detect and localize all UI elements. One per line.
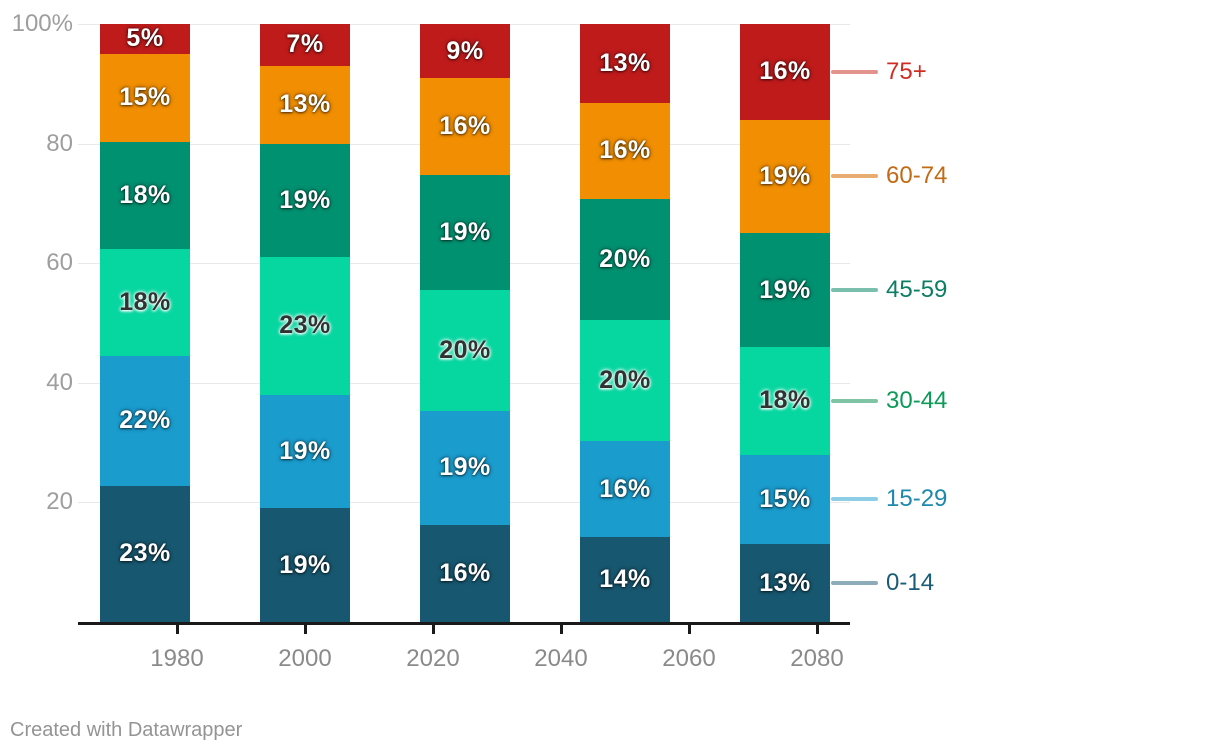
- segment-value-label: 18%: [759, 386, 811, 415]
- bar-3-segment-0-14[interactable]: 16%: [420, 525, 510, 622]
- segment-value-label: 19%: [279, 550, 331, 579]
- bar-5-segment-60-74[interactable]: 19%: [740, 119, 830, 234]
- segment-value-label: 9%: [446, 36, 484, 65]
- x-tick-label-2000: 2000: [278, 645, 332, 672]
- bar-2-segment-60-74[interactable]: 13%: [260, 65, 350, 144]
- segment-value-label: 23%: [119, 539, 171, 568]
- legend-label-45-59: 45-59: [886, 276, 948, 304]
- segment-value-label: 19%: [439, 217, 491, 246]
- legend-label-15-29: 15-29: [886, 485, 948, 513]
- segment-value-label: 5%: [126, 24, 164, 53]
- bar-3-segment-75+[interactable]: 9%: [420, 24, 510, 79]
- x-tick-label-2060: 2060: [662, 645, 716, 672]
- legend-label-30-44: 30-44: [886, 386, 948, 414]
- bar-2-segment-0-14[interactable]: 19%: [260, 508, 350, 622]
- bar-5-segment-45-59[interactable]: 19%: [740, 233, 830, 347]
- segment-value-label: 16%: [439, 112, 491, 141]
- bar-5-segment-0-14[interactable]: 13%: [740, 544, 830, 622]
- bar-1-segment-75+[interactable]: 5%: [100, 24, 190, 54]
- segment-value-label: 18%: [119, 181, 171, 210]
- x-tick-mark-2080: [816, 625, 819, 634]
- legend-line-30-44: [831, 398, 878, 403]
- bar-3-segment-45-59[interactable]: 19%: [420, 175, 510, 290]
- bar-2-segment-30-44[interactable]: 23%: [260, 257, 350, 395]
- legend-line-0-14: [831, 581, 878, 586]
- x-tick-label-1980: 1980: [150, 645, 204, 672]
- bar-column-4: 13% 16% 20% 20% 16% 14%: [580, 24, 670, 622]
- segment-value-label: 16%: [599, 474, 651, 503]
- segment-value-label: 13%: [599, 48, 651, 77]
- segment-value-label: 23%: [279, 311, 331, 340]
- legend-line-75+: [831, 69, 878, 74]
- datawrapper-credit-link[interactable]: Created with Datawrapper: [10, 719, 243, 741]
- bar-column-5: 16% 19% 19% 18% 15% 13%: [740, 24, 830, 622]
- y-tick-label-100: 100%: [11, 10, 73, 37]
- y-tick-label-20: 20: [46, 488, 73, 516]
- legend-label-60-74: 60-74: [886, 162, 948, 190]
- x-tick-label-2040: 2040: [534, 645, 588, 672]
- x-tick-mark-2020: [432, 625, 435, 634]
- bar-2-segment-75+[interactable]: 7%: [260, 24, 350, 66]
- bar-1-segment-60-74[interactable]: 15%: [100, 53, 190, 143]
- bar-5-segment-15-29[interactable]: 15%: [740, 454, 830, 545]
- x-tick-mark-2040: [560, 625, 563, 634]
- bar-4-segment-15-29[interactable]: 16%: [580, 440, 670, 538]
- bar-1-segment-0-14[interactable]: 23%: [100, 485, 190, 622]
- bar-4-segment-60-74[interactable]: 16%: [580, 102, 670, 200]
- x-tick-mark-2000: [304, 625, 307, 634]
- segment-value-label: 19%: [439, 453, 491, 482]
- y-tick-label-40: 40: [46, 368, 73, 396]
- bar-3-segment-15-29[interactable]: 19%: [420, 410, 510, 526]
- segment-value-label: 20%: [599, 245, 651, 274]
- segment-value-label: 20%: [439, 335, 491, 364]
- bar-4-segment-75+[interactable]: 13%: [580, 24, 670, 103]
- segment-value-label: 19%: [279, 185, 331, 214]
- segment-value-label: 19%: [759, 275, 811, 304]
- bar-3-segment-60-74[interactable]: 16%: [420, 78, 510, 175]
- x-tick-mark-2060: [688, 625, 691, 634]
- bar-2-segment-45-59[interactable]: 19%: [260, 143, 350, 258]
- segment-value-label: 19%: [759, 161, 811, 190]
- x-tick-mark-1980: [176, 625, 179, 634]
- bar-4-segment-30-44[interactable]: 20%: [580, 319, 670, 441]
- x-axis-line: [78, 622, 850, 625]
- bar-5-segment-75+[interactable]: 16%: [740, 24, 830, 120]
- segment-value-label: 13%: [279, 90, 331, 119]
- bar-5-segment-30-44[interactable]: 18%: [740, 346, 830, 455]
- segment-value-label: 20%: [599, 365, 651, 394]
- legend-label-75+: 75+: [886, 57, 927, 85]
- bar-2-segment-15-29[interactable]: 19%: [260, 394, 350, 509]
- segment-value-label: 7%: [286, 30, 324, 59]
- segment-value-label: 16%: [599, 136, 651, 165]
- bar-1-segment-45-59[interactable]: 18%: [100, 142, 190, 249]
- bar-3-segment-30-44[interactable]: 20%: [420, 289, 510, 411]
- y-tick-label-80: 80: [46, 129, 73, 157]
- legend-line-15-29: [831, 497, 878, 502]
- segment-value-label: 22%: [119, 406, 171, 435]
- segment-value-label: 19%: [279, 437, 331, 466]
- legend-line-60-74: [831, 174, 878, 179]
- bar-column-3: 9% 16% 19% 20% 19% 16%: [420, 24, 510, 622]
- bar-column-2: 7% 13% 19% 23% 19% 19%: [260, 24, 350, 622]
- legend-line-45-59: [831, 288, 878, 293]
- segment-value-label: 18%: [119, 287, 171, 316]
- segment-value-label: 15%: [119, 83, 171, 112]
- bar-column-1: 5% 15% 18% 18% 22% 23%: [100, 24, 190, 622]
- segment-value-label: 16%: [759, 57, 811, 86]
- legend-label-0-14: 0-14: [886, 569, 935, 597]
- segment-value-label: 14%: [599, 565, 651, 594]
- x-tick-label-2080: 2080: [790, 645, 844, 672]
- bar-4-segment-0-14[interactable]: 14%: [580, 537, 670, 622]
- segment-value-label: 13%: [759, 568, 811, 597]
- bar-1-segment-30-44[interactable]: 18%: [100, 248, 190, 356]
- bar-4-segment-45-59[interactable]: 20%: [580, 199, 670, 320]
- x-tick-label-2020: 2020: [406, 645, 460, 672]
- y-tick-label-60: 60: [46, 249, 73, 277]
- bar-1-segment-15-29[interactable]: 22%: [100, 355, 190, 486]
- segment-value-label: 16%: [439, 559, 491, 588]
- segment-value-label: 15%: [759, 484, 811, 513]
